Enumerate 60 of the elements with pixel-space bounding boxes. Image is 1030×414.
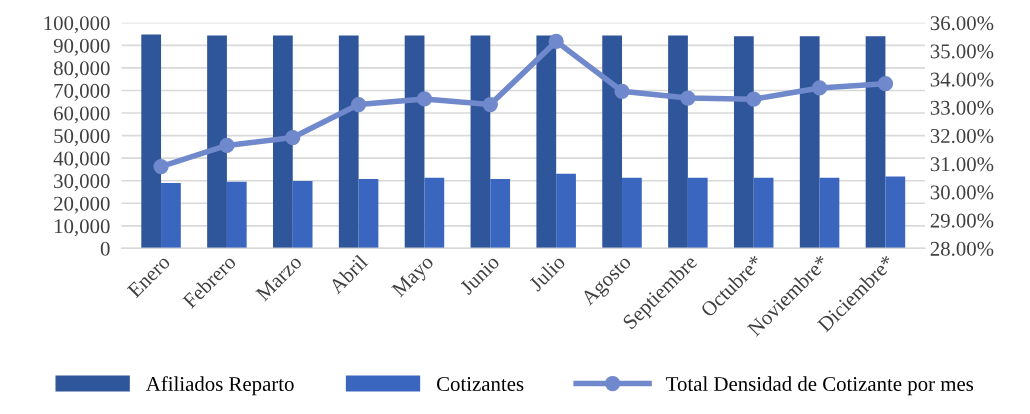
- x-tick-label: Julio: [527, 253, 566, 292]
- point: [811, 80, 828, 96]
- bar: [865, 36, 886, 249]
- bar: [338, 35, 359, 249]
- bar: [753, 177, 774, 249]
- legend-label: Afiliados Reparto: [145, 376, 294, 396]
- bar: [687, 177, 708, 249]
- y2-tick-label: 34.00%: [930, 72, 994, 87]
- y2-tick-label: 32.00%: [930, 128, 994, 144]
- bar: [490, 178, 511, 249]
- bar: [622, 177, 642, 249]
- y-tick-label: 100,000: [44, 16, 110, 34]
- bar: [819, 177, 840, 249]
- bar: [536, 35, 557, 249]
- legend-label: Cotizantes: [436, 377, 524, 392]
- point: [416, 91, 433, 107]
- y2-tick-label: 29.00%: [930, 213, 994, 228]
- y2-tick-label: 31.00%: [930, 157, 994, 172]
- point: [746, 91, 762, 107]
- bar: [207, 35, 227, 249]
- y-tick-label: 80,000: [53, 61, 110, 79]
- y2-tick-label: 30.00%: [930, 185, 994, 200]
- bar: [141, 34, 162, 249]
- point: [877, 76, 894, 92]
- bar: [556, 173, 576, 249]
- y2-tick-label: 33.00%: [930, 100, 994, 115]
- point: [219, 137, 235, 154]
- bar: [226, 181, 247, 249]
- point: [614, 83, 630, 99]
- bar: [273, 35, 293, 249]
- y-tick-label: 0: [100, 241, 110, 256]
- point: [680, 90, 696, 106]
- y-tick-label: 60,000: [54, 106, 110, 124]
- point: [482, 96, 498, 113]
- bar: [799, 36, 820, 249]
- y-tick-label: 30,000: [54, 174, 110, 192]
- y-tick-label: 40,000: [53, 151, 110, 169]
- point: [350, 96, 367, 113]
- y-tick-label: 50,000: [54, 128, 110, 147]
- y-tick-label: 90,000: [53, 38, 110, 56]
- bar: [668, 35, 688, 249]
- y2-tick-label: 35.00%: [930, 44, 994, 59]
- y2-tick-label: 28.00%: [930, 241, 994, 256]
- bar: [885, 176, 906, 249]
- legend-label: Total Densidad de Cotizante por mes: [666, 376, 974, 396]
- bar: [358, 178, 379, 249]
- bar: [292, 180, 313, 249]
- y-tick-label: 20,000: [54, 196, 110, 214]
- bar: [404, 35, 425, 249]
- bar: [424, 177, 445, 249]
- point: [548, 33, 564, 50]
- bar: [161, 182, 181, 249]
- bar: [602, 35, 623, 249]
- y-tick-label: 10,000: [54, 219, 110, 237]
- y2-tick-label: 36.00%: [930, 16, 994, 31]
- bar: [470, 35, 491, 249]
- y-tick-label: 70,000: [54, 83, 110, 101]
- point: [153, 158, 169, 175]
- bar: [733, 36, 754, 249]
- point: [285, 129, 301, 146]
